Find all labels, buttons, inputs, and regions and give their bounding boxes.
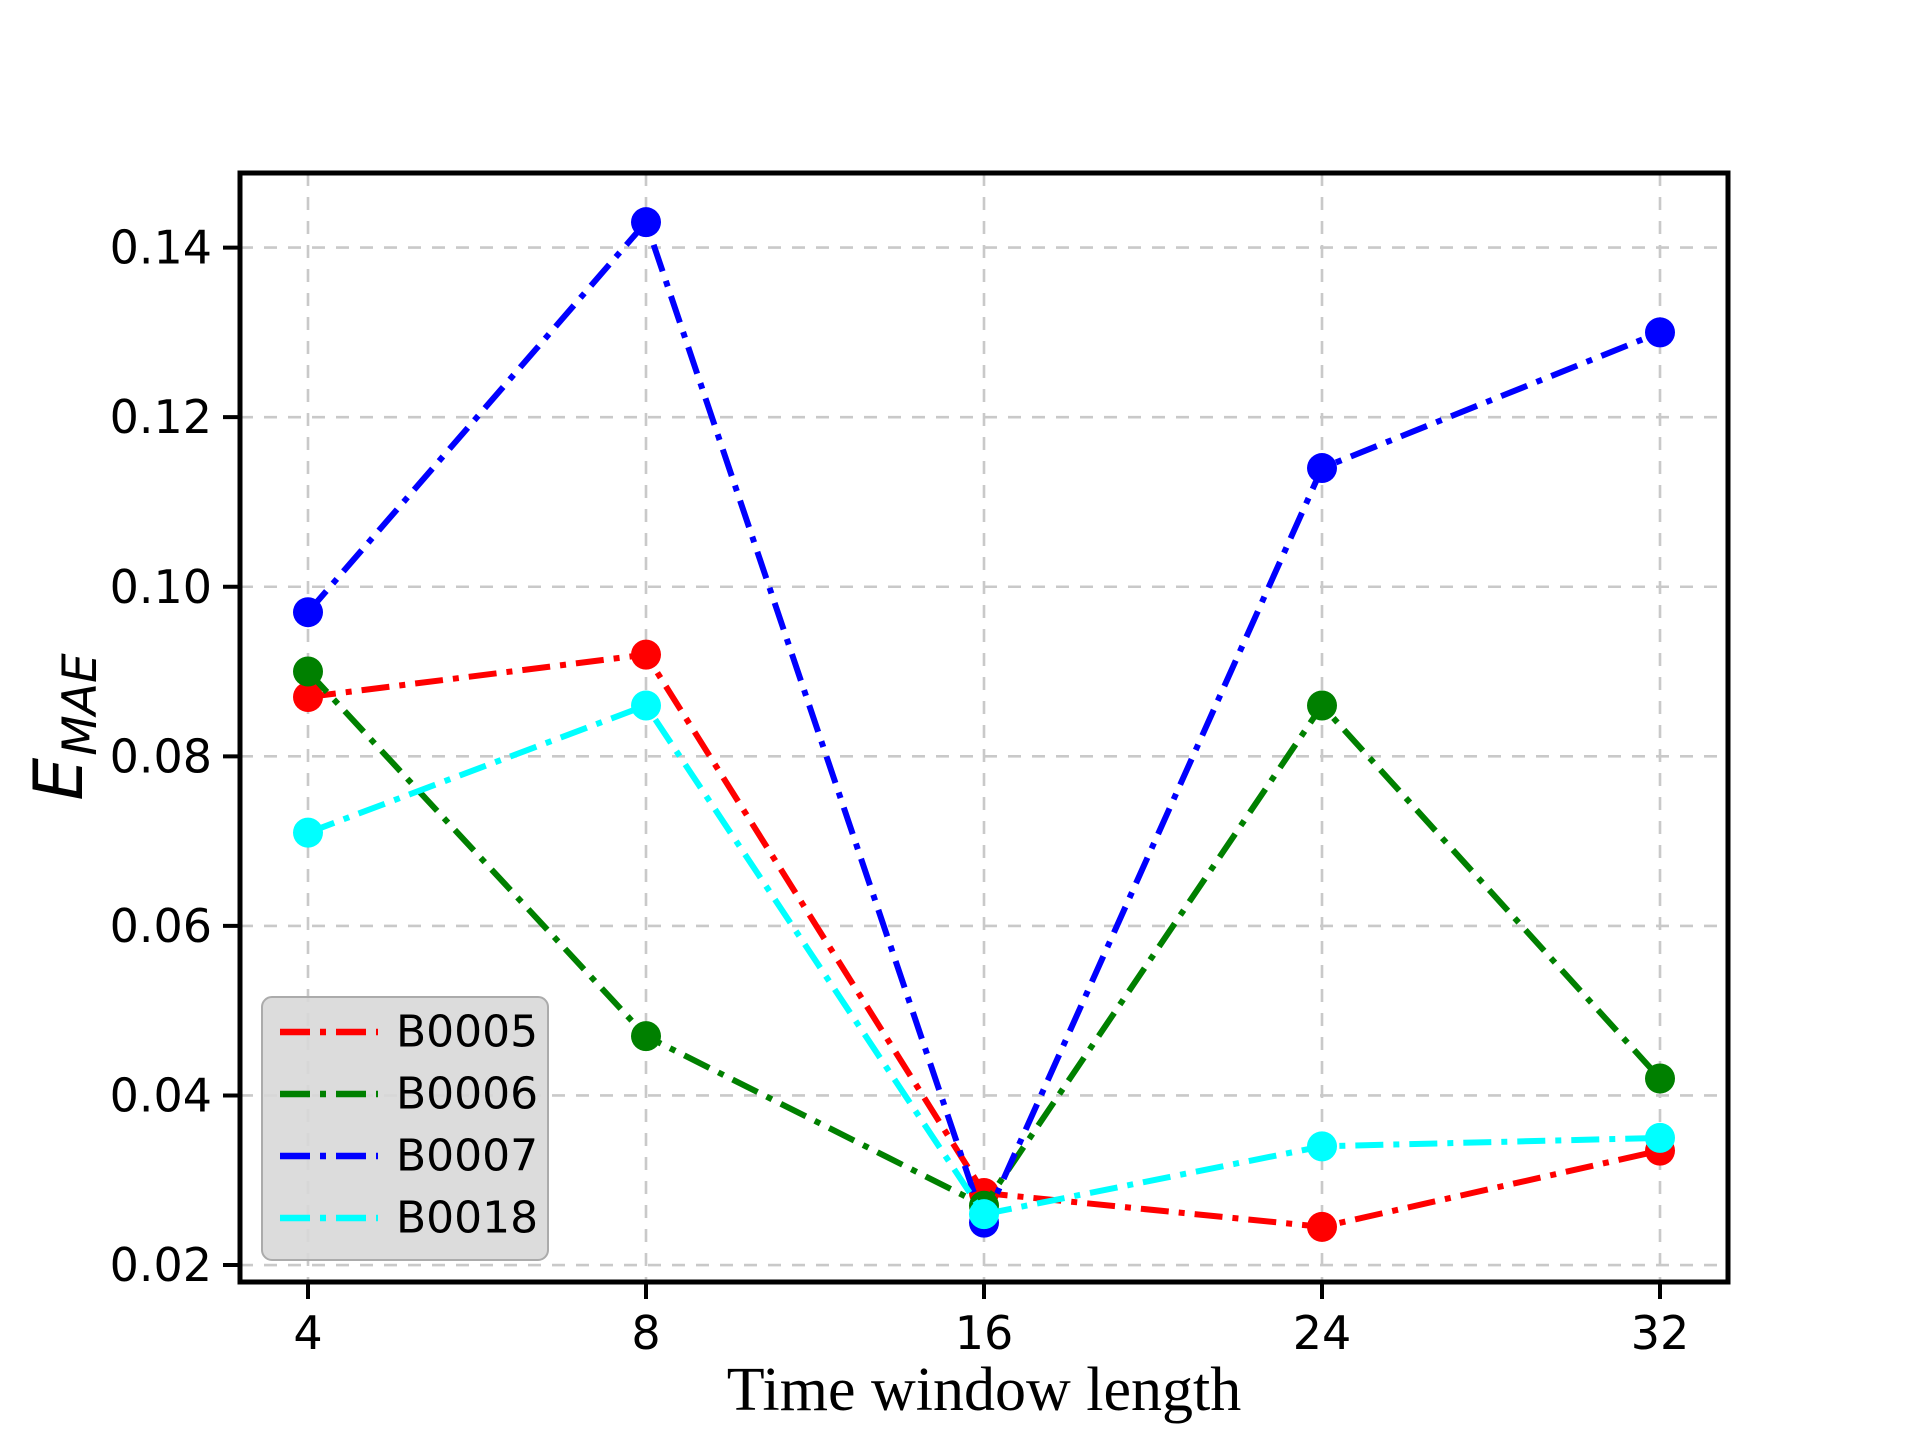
series-line-b0018 <box>306 701 1661 1218</box>
x-tick-label: 4 <box>293 1306 322 1360</box>
x-tick-label: 32 <box>1631 1306 1690 1360</box>
data-point-b0005-x4 <box>293 681 323 712</box>
x-axis-title: Time window length <box>727 1356 1241 1424</box>
legend-label: B0006 <box>396 1069 538 1120</box>
data-point-b0018-x4 <box>293 817 323 848</box>
data-point-b0006-x8 <box>631 1021 661 1052</box>
data-point-b0006-x32 <box>1645 1063 1675 1094</box>
y-tick-label: 0.02 <box>110 1238 212 1292</box>
legend-label: B0018 <box>396 1193 538 1244</box>
data-point-b0006-x24 <box>1307 690 1337 721</box>
data-point-b0005-x8 <box>631 639 661 670</box>
y-tick-label: 0.12 <box>110 390 212 444</box>
data-point-b0005-x24 <box>1307 1211 1337 1242</box>
legend-entry-b0007: B0007 <box>280 1131 538 1182</box>
y-axis-title-main: E <box>20 758 99 801</box>
legend: B0005 B0006 B0007 B0018 <box>261 996 549 1261</box>
legend-entry-b0005: B0005 <box>280 1007 538 1058</box>
data-point-b0007-x24 <box>1307 453 1337 484</box>
data-point-b0018-x24 <box>1307 1131 1337 1162</box>
legend-label: B0005 <box>396 1007 538 1058</box>
y-axis-title: EMAE <box>20 653 108 801</box>
data-point-b0007-x4 <box>293 597 323 628</box>
x-tick-label: 24 <box>1293 1306 1352 1360</box>
y-tick-label: 0.06 <box>110 899 212 953</box>
y-tick-label: 0.04 <box>110 1068 212 1122</box>
data-point-b0007-x8 <box>631 207 661 238</box>
y-tick-label: 0.08 <box>110 729 212 783</box>
series-layer <box>293 207 1675 1242</box>
y-tick-label: 0.10 <box>110 560 212 614</box>
x-tick-label: 16 <box>955 1306 1014 1360</box>
data-point-b0007-x32 <box>1645 317 1675 348</box>
legend-box <box>261 996 549 1261</box>
legend-label: B0007 <box>396 1131 538 1182</box>
legend-entry-b0018: B0018 <box>280 1193 538 1244</box>
svg-text:EMAE: EMAE <box>20 653 108 801</box>
y-tick-label: 0.14 <box>110 221 212 275</box>
legend-entry-b0006: B0006 <box>280 1069 538 1120</box>
x-tick-label: 8 <box>631 1306 660 1360</box>
data-point-b0018-x16 <box>969 1199 999 1230</box>
y-axis-title-subscript: MAE <box>53 653 108 756</box>
data-point-b0006-x4 <box>293 656 323 687</box>
data-point-b0018-x32 <box>1645 1122 1675 1153</box>
data-point-b0018-x8 <box>631 690 661 721</box>
axes-layer: 4 8 16 24 32 0.02 0.04 0.06 0.08 0.10 0.12 0.14 <box>110 170 1731 1360</box>
